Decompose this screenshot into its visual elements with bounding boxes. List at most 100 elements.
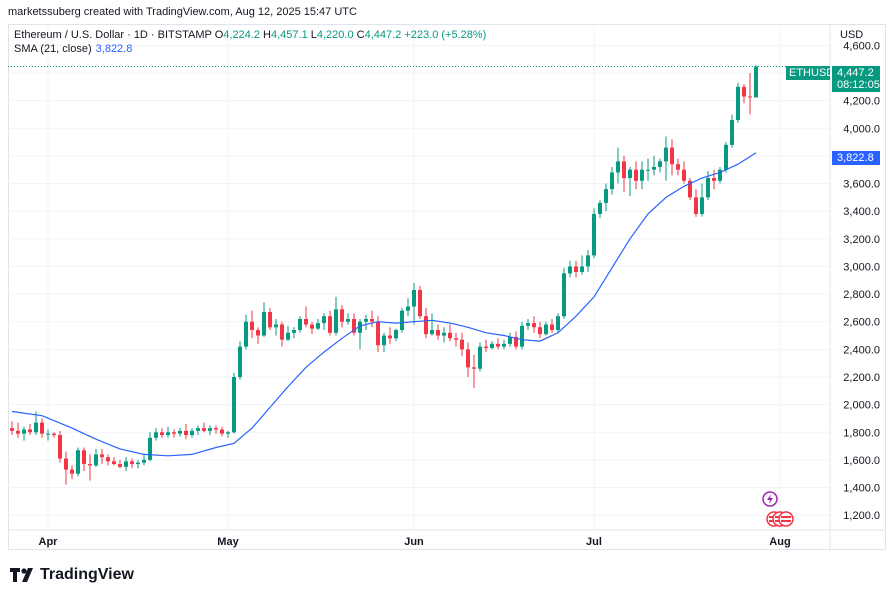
candle-body <box>580 266 584 272</box>
sma-legend-row[interactable]: SMA (21, close) 3,822.8 <box>14 42 486 56</box>
y-tick-label: 2,600.0 <box>843 317 880 329</box>
candle <box>508 332 512 347</box>
candle <box>160 428 164 438</box>
candle <box>460 332 464 357</box>
candle <box>190 428 194 438</box>
candle-body <box>412 289 416 307</box>
candle <box>490 341 494 350</box>
candle-body <box>154 432 158 438</box>
candle-body <box>598 202 602 214</box>
candle-body <box>16 430 20 434</box>
candle-body <box>724 144 728 170</box>
y-tick-label: 3,000.0 <box>843 261 880 273</box>
candle-body <box>562 273 566 317</box>
open-value: 4,224.2 <box>223 29 260 41</box>
candle <box>178 428 182 437</box>
candle-body <box>550 324 554 331</box>
candle-body <box>430 330 434 335</box>
candle <box>694 189 698 217</box>
tradingview-logo[interactable]: TradingView <box>10 566 134 584</box>
candle <box>622 155 626 192</box>
candle-body <box>130 461 134 465</box>
candle-body <box>484 346 488 348</box>
candle <box>748 73 752 115</box>
candle <box>418 285 422 319</box>
candle <box>712 169 716 190</box>
candle-body <box>322 316 326 324</box>
candle-body <box>694 197 698 214</box>
sma-price-badge: 3,822.8 <box>832 151 880 165</box>
candle-body <box>742 86 746 97</box>
tradingview-logo-icon <box>10 568 33 582</box>
candle-body <box>664 147 668 162</box>
candle <box>124 457 128 471</box>
candle-body <box>454 338 458 340</box>
candle-body <box>652 166 656 170</box>
candle <box>340 305 344 328</box>
candle <box>742 84 746 104</box>
candle <box>238 341 242 380</box>
candle <box>274 318 278 336</box>
candle-body <box>502 343 506 347</box>
candle <box>262 302 266 337</box>
candle <box>664 136 668 181</box>
candle-body <box>496 343 500 347</box>
candle-body <box>622 161 626 179</box>
candle <box>136 459 140 469</box>
candle-body <box>568 266 572 274</box>
candle <box>724 142 728 173</box>
candle-body <box>592 213 596 256</box>
candle <box>700 183 704 217</box>
candle <box>652 155 656 176</box>
candle-body <box>280 324 284 340</box>
candle <box>352 313 356 336</box>
y-tick-label: 3,400.0 <box>843 206 880 218</box>
candle-body <box>400 310 404 331</box>
candle <box>148 432 152 462</box>
candle <box>646 158 650 181</box>
candle-body <box>436 330 440 336</box>
candle-body <box>418 289 422 317</box>
currency-label[interactable]: USD <box>840 29 864 41</box>
candle <box>286 325 290 342</box>
candle-body <box>208 428 212 431</box>
candle-body <box>364 318 368 322</box>
chart-caption: marketssuberg created with TradingView.c… <box>8 6 357 18</box>
chart-frame <box>8 24 886 550</box>
candle-body <box>508 336 512 344</box>
candle <box>454 332 458 347</box>
candlestick-chart[interactable]: 1,200.0 1,400.0 1,600.0 1,800.0 2,000.0 2,200… <box>8 24 886 550</box>
candle <box>328 310 332 336</box>
candle <box>106 454 110 466</box>
us-flag-circle <box>778 511 794 527</box>
candle-body <box>688 180 692 198</box>
change-value: +223.0 (+5.28%) <box>404 29 487 41</box>
candle-body <box>238 346 242 377</box>
y-tick-label: 1,600.0 <box>843 455 880 467</box>
symbol-price-badge: ETHUSD <box>786 66 834 80</box>
candle-body <box>178 430 182 434</box>
candle <box>634 161 638 190</box>
candle <box>484 339 488 353</box>
candle <box>232 372 236 434</box>
last-price: 4,447.2 <box>837 67 874 79</box>
candle-body <box>670 147 674 165</box>
candle <box>334 296 338 336</box>
x-tick-label: Jun <box>404 536 424 548</box>
close-label: C <box>356 29 365 41</box>
candle <box>448 324 452 342</box>
candle <box>184 423 188 440</box>
candle-body <box>628 169 632 179</box>
candle <box>514 331 518 350</box>
flash-event-icon <box>762 491 778 507</box>
candle <box>220 426 224 437</box>
candle-body <box>424 316 428 335</box>
symbol-legend-row[interactable]: Ethereum / U.S. Dollar · 1D · BITSTAMP O… <box>14 28 486 42</box>
candle <box>640 161 644 190</box>
candle <box>58 430 62 463</box>
candle <box>304 306 308 328</box>
candle <box>208 425 212 436</box>
candle-body <box>382 335 386 346</box>
candle <box>172 429 176 438</box>
candle <box>358 318 362 350</box>
